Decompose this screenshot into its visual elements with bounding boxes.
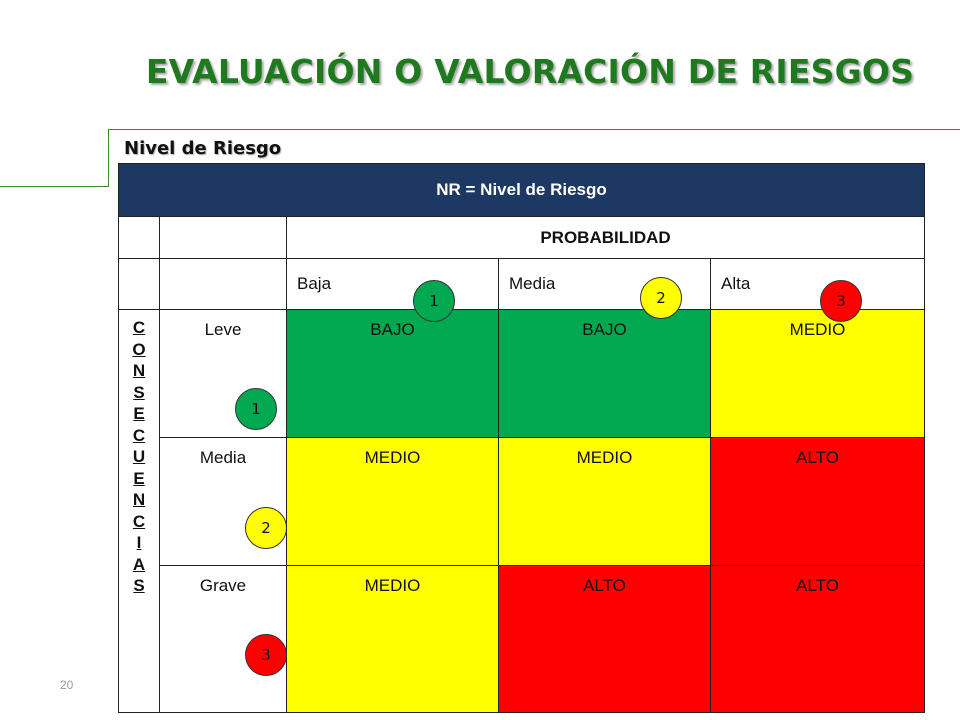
consequences-letter: C xyxy=(132,425,146,445)
divider-vertical xyxy=(108,129,109,186)
consequences-letter: S xyxy=(133,382,145,402)
table-header: NR = Nivel de Riesgo xyxy=(117,163,926,217)
consequences-letter: N xyxy=(132,490,146,509)
consequences-letter: S xyxy=(133,576,145,595)
consequences-letter: U xyxy=(132,447,146,466)
consequences-letter: A xyxy=(132,554,146,574)
risk-cell: ALTO xyxy=(709,565,926,713)
empty-cell xyxy=(118,216,160,259)
probability-badge-2: 2 xyxy=(640,277,682,319)
section-subtitle: Nivel de Riesgo xyxy=(124,138,282,159)
probability-badge-1: 1 xyxy=(413,280,455,322)
empty-cell xyxy=(118,258,160,310)
severity-badge-2: 2 xyxy=(245,507,287,549)
severity-badge-1: 1 xyxy=(235,388,277,430)
consequences-letter: I xyxy=(136,533,142,552)
risk-cell: MEDIO xyxy=(709,309,926,438)
risk-cell: MEDIO xyxy=(286,437,499,566)
empty-cell xyxy=(159,258,287,310)
consequences-letter: C xyxy=(132,511,146,531)
consequences-letter: C xyxy=(132,318,146,337)
risk-cell: MEDIO xyxy=(498,437,711,566)
empty-cell xyxy=(159,216,287,259)
probability-level-alta: Alta xyxy=(709,258,926,310)
risk-cell: BAJO xyxy=(498,309,711,438)
page-title: EVALUACIÓN O VALORACIÓN DE RIESGOS xyxy=(145,52,915,91)
risk-cell: ALTO xyxy=(498,565,711,713)
consequences-letter: N xyxy=(132,361,146,380)
divider-top xyxy=(108,129,960,130)
consequences-letter: O xyxy=(132,339,146,359)
risk-matrix-table: NR = Nivel de Riesgo PROBABILIDAD Baja M… xyxy=(117,163,926,713)
consequences-letter: E xyxy=(133,404,145,423)
probability-badge-3: 3 xyxy=(820,280,862,322)
risk-cell: BAJO xyxy=(286,309,499,438)
severity-badge-3: 3 xyxy=(245,634,287,676)
page-number: 20 xyxy=(60,678,74,692)
risk-cell: ALTO xyxy=(709,437,926,566)
probability-level-baja: Baja xyxy=(286,258,499,310)
consequences-letter: E xyxy=(133,468,145,488)
consequences-label: C O N S E C U E N C I A S xyxy=(118,309,160,713)
risk-cell: MEDIO xyxy=(286,565,499,713)
divider-left xyxy=(0,186,109,187)
probability-header: PROBABILIDAD xyxy=(285,216,926,259)
